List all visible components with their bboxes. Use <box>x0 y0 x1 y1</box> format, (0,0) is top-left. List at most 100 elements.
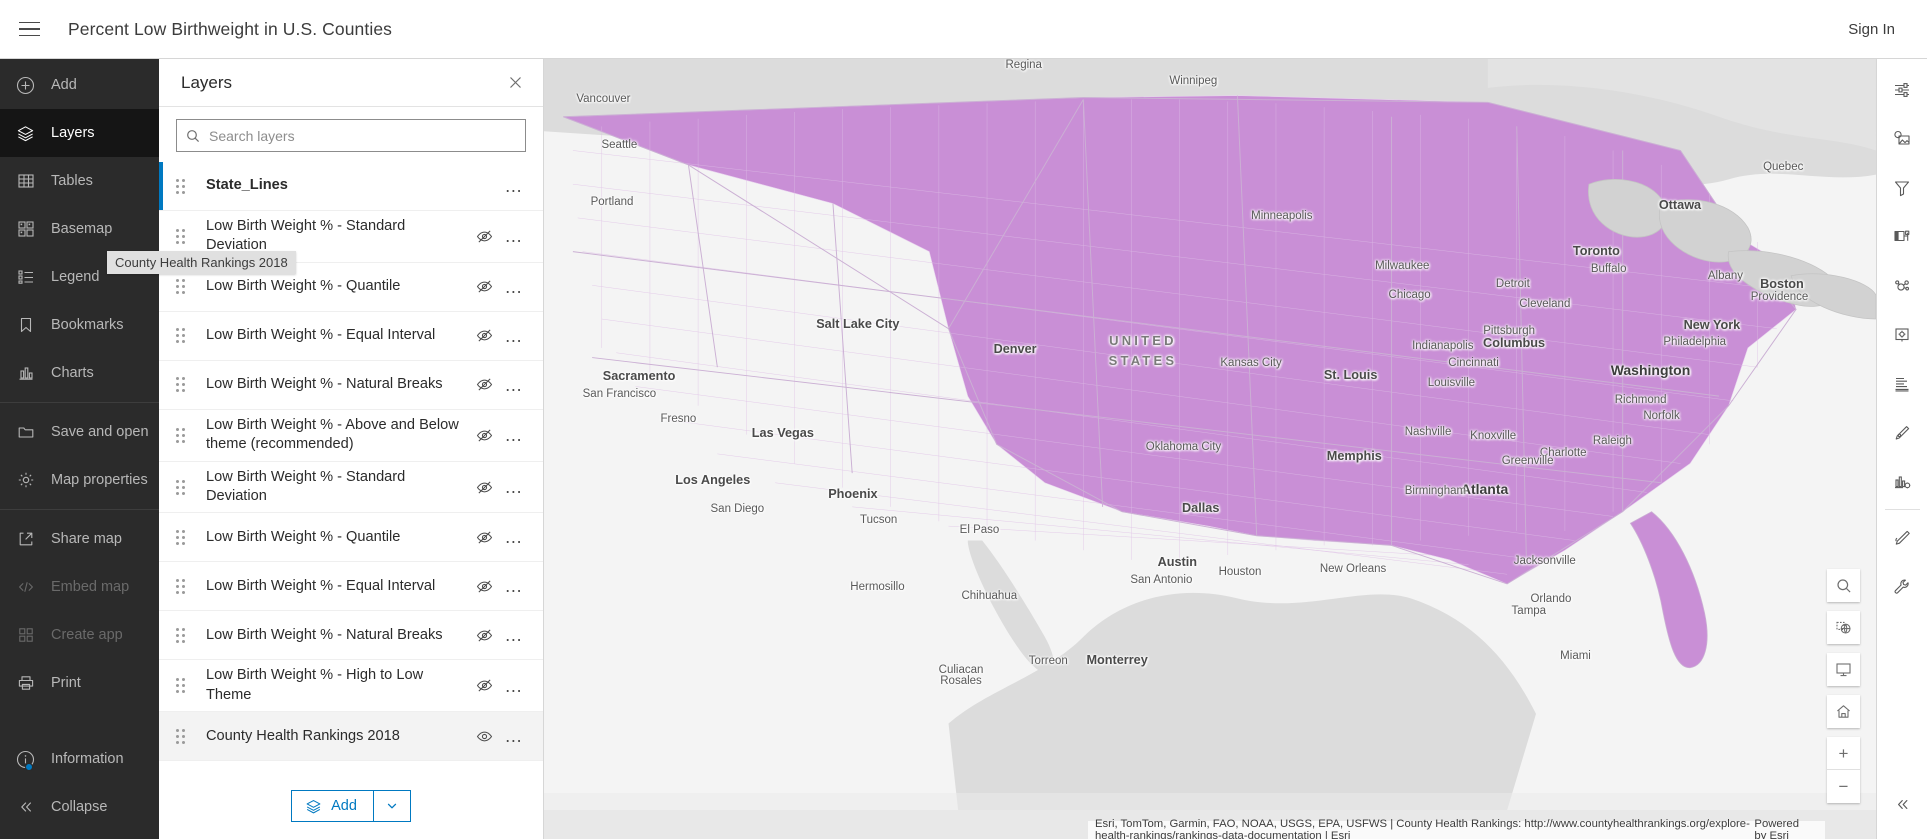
map-basemap-button[interactable] <box>1827 611 1860 644</box>
layer-row[interactable]: Low Birth Weight % - High to Low Theme … <box>159 660 543 713</box>
eye-slash-icon[interactable] <box>469 620 499 650</box>
layer-list[interactable]: State_Lines… Low Birth Weight % - Standar… <box>159 162 543 777</box>
layer-row[interactable]: Low Birth Weight % - Natural Breaks… <box>159 611 543 661</box>
add-layer-main[interactable]: Add <box>292 798 373 815</box>
media-icon <box>1892 129 1912 149</box>
search-input[interactable] <box>209 127 516 144</box>
filter-tool[interactable] <box>1878 163 1927 212</box>
add-layer-button[interactable]: Add <box>291 790 411 822</box>
sidebar-item-map-properties[interactable]: Map properties <box>0 456 159 504</box>
sketch-icon <box>1892 528 1912 548</box>
sidebar-item-legend[interactable]: Legend <box>0 253 159 301</box>
layer-options-button[interactable]: … <box>504 425 524 446</box>
media-tool[interactable] <box>1878 114 1927 163</box>
search-layers-box[interactable] <box>176 119 526 152</box>
labels-tool[interactable] <box>1878 212 1927 261</box>
layer-options-button[interactable]: … <box>504 675 524 696</box>
drag-handle-icon[interactable] <box>172 578 189 594</box>
zoom-in-button[interactable]: + <box>1827 737 1860 770</box>
layer-row[interactable]: Low Birth Weight % - Standard Deviation… <box>159 211 543 263</box>
layer-row[interactable]: Low Birth Weight % - Above and Below the… <box>159 410 543 462</box>
drag-handle-icon[interactable] <box>172 529 189 545</box>
layer-row[interactable]: State_Lines… <box>159 162 543 211</box>
layer-options-button[interactable]: … <box>504 276 524 297</box>
eye-slash-icon[interactable] <box>469 321 499 351</box>
drag-handle-icon[interactable] <box>172 279 189 295</box>
map-attribution-bar: Esri, TomTom, Garmin, FAO, NOAA, USGS, E… <box>1088 818 1825 839</box>
map-display-button[interactable] <box>1827 653 1860 686</box>
layer-name: Low Birth Weight % - Above and Below the… <box>206 416 459 453</box>
hamburger-icon[interactable] <box>0 0 58 58</box>
sign-in-button[interactable]: Sign In <box>1848 20 1895 38</box>
charts-icon <box>1892 472 1912 492</box>
fields-tool[interactable] <box>1878 359 1927 408</box>
right-toolbar-collapse-button[interactable] <box>1878 780 1927 829</box>
analysis-tool[interactable] <box>1878 261 1927 310</box>
layer-options-button[interactable]: … <box>504 477 524 498</box>
styles-tool[interactable] <box>1878 65 1927 114</box>
close-icon[interactable] <box>501 69 529 97</box>
zoom-out-button[interactable]: − <box>1827 770 1860 803</box>
drag-handle-icon[interactable] <box>172 377 189 393</box>
drag-handle-icon[interactable] <box>172 328 189 344</box>
eye-slash-icon[interactable] <box>469 571 499 601</box>
sidebar-item-save-and-open[interactable]: Save and open <box>0 408 159 456</box>
layer-row[interactable]: Low Birth Weight % - Quantile… <box>159 513 543 563</box>
eye-slash-icon[interactable] <box>469 420 499 450</box>
drag-handle-icon[interactable] <box>172 228 189 244</box>
sidebar-item-charts[interactable]: Charts <box>0 349 159 397</box>
drag-handle-icon[interactable] <box>172 627 189 643</box>
eye-slash-icon[interactable] <box>469 522 499 552</box>
layer-row[interactable]: Low Birth Weight % - Equal Interval… <box>159 562 543 612</box>
basemap-globe-icon <box>1835 619 1852 636</box>
eye-slash-icon[interactable] <box>469 472 499 502</box>
drag-handle-icon[interactable] <box>172 178 189 194</box>
map-view[interactable]: Regina Winnipeg Vancouver Seattle Quebec Port… <box>544 59 1876 839</box>
drag-handle-icon[interactable] <box>172 678 189 694</box>
layer-options-button[interactable]: … <box>504 576 524 597</box>
display-icon <box>1835 661 1852 678</box>
layers-icon <box>305 798 322 815</box>
layer-options-button[interactable]: … <box>504 176 524 196</box>
layer-options-button[interactable]: … <box>504 325 524 346</box>
map-home-button[interactable] <box>1827 695 1860 728</box>
layer-row[interactable]: County Health Rankings 2018… <box>159 712 543 762</box>
charts-tool[interactable] <box>1878 457 1927 506</box>
settings-tool[interactable] <box>1878 562 1927 611</box>
sidebar-item-layers[interactable]: Layers <box>0 109 159 157</box>
sidebar-item-collapse[interactable]: Collapse <box>0 783 159 831</box>
sketch-tool[interactable] <box>1878 513 1927 562</box>
layer-options-button[interactable]: … <box>504 625 524 646</box>
layer-options-button[interactable]: … <box>504 527 524 548</box>
layer-name: Low Birth Weight % - High to Low Theme <box>206 667 424 703</box>
layer-row[interactable]: Low Birth Weight % - Quantile… <box>159 263 543 312</box>
layer-options-button[interactable]: … <box>504 226 524 247</box>
drag-handle-icon[interactable] <box>172 427 189 443</box>
chevron-down-icon[interactable] <box>374 800 410 812</box>
layer-row[interactable]: Low Birth Weight % - Equal Interval… <box>159 312 543 361</box>
sidebar-item-label: Bookmarks <box>51 317 124 333</box>
layers-panel-header: Layers <box>159 59 543 107</box>
eye-slash-icon[interactable] <box>469 221 499 251</box>
configure-popup-tool[interactable] <box>1878 310 1927 359</box>
effects-tool[interactable] <box>1878 408 1927 457</box>
sidebar-item-basemap[interactable]: Basemap <box>0 205 159 253</box>
layer-options-button[interactable]: … <box>504 726 524 747</box>
basemap-icon <box>15 219 36 240</box>
sidebar-item-share-map[interactable]: Share map <box>0 515 159 563</box>
map-search-button[interactable] <box>1827 569 1860 602</box>
eye-slash-icon[interactable] <box>469 370 499 400</box>
layer-row[interactable]: Low Birth Weight % - Standard Deviation… <box>159 462 543 514</box>
sidebar-item-tables[interactable]: Tables <box>0 157 159 205</box>
eye-icon[interactable] <box>469 721 499 751</box>
eye-slash-icon[interactable] <box>469 671 499 701</box>
drag-handle-icon[interactable] <box>172 479 189 495</box>
drag-handle-icon[interactable] <box>172 728 189 744</box>
eye-slash-icon[interactable] <box>469 272 499 302</box>
sidebar-item-print[interactable]: Print <box>0 659 159 707</box>
layer-row[interactable]: Low Birth Weight % - Natural Breaks… <box>159 361 543 410</box>
sidebar-item-information[interactable]: Information <box>0 735 159 783</box>
sidebar-item-add[interactable]: Add <box>0 61 159 109</box>
layer-options-button[interactable]: … <box>504 374 524 395</box>
sidebar-item-bookmarks[interactable]: Bookmarks <box>0 301 159 349</box>
